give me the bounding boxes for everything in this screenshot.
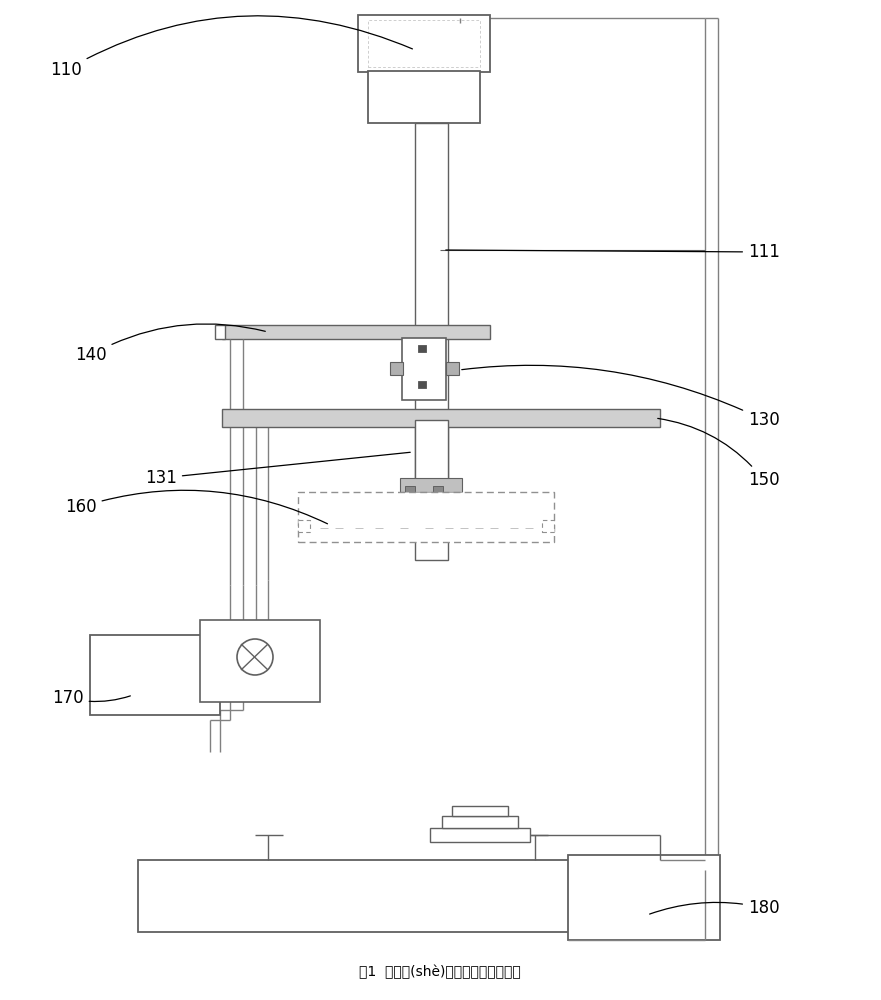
- Bar: [452, 806, 508, 816]
- Bar: [358, 15, 490, 72]
- Bar: [415, 420, 448, 480]
- Bar: [90, 635, 220, 715]
- Bar: [298, 520, 310, 532]
- Bar: [442, 816, 518, 828]
- Bar: [418, 345, 426, 352]
- Bar: [402, 338, 446, 400]
- Bar: [222, 409, 660, 427]
- Text: 160: 160: [65, 490, 328, 524]
- Bar: [298, 492, 554, 542]
- Text: 110: 110: [50, 16, 412, 79]
- Bar: [138, 860, 710, 932]
- Bar: [405, 486, 415, 494]
- Text: 140: 140: [75, 324, 265, 364]
- Text: 130: 130: [462, 365, 780, 429]
- Text: 150: 150: [658, 418, 780, 489]
- Bar: [215, 325, 225, 339]
- Bar: [400, 478, 462, 492]
- Bar: [542, 520, 554, 532]
- Bar: [433, 486, 443, 494]
- Text: 180: 180: [649, 899, 780, 917]
- Text: 131: 131: [145, 452, 411, 487]
- Text: 图1  测試設(shè)備的制造方法與工藝: 图1 测試設(shè)備的制造方法與工藝: [359, 965, 521, 979]
- Bar: [446, 362, 459, 375]
- Bar: [390, 362, 403, 375]
- Bar: [415, 123, 448, 560]
- Text: 111: 111: [446, 243, 780, 261]
- Bar: [430, 828, 530, 842]
- Bar: [200, 620, 320, 702]
- Text: 170: 170: [52, 689, 130, 707]
- Bar: [368, 20, 480, 67]
- Bar: [418, 381, 426, 388]
- Bar: [222, 325, 490, 339]
- Bar: [568, 855, 720, 940]
- Circle shape: [237, 639, 273, 675]
- Bar: [368, 71, 480, 123]
